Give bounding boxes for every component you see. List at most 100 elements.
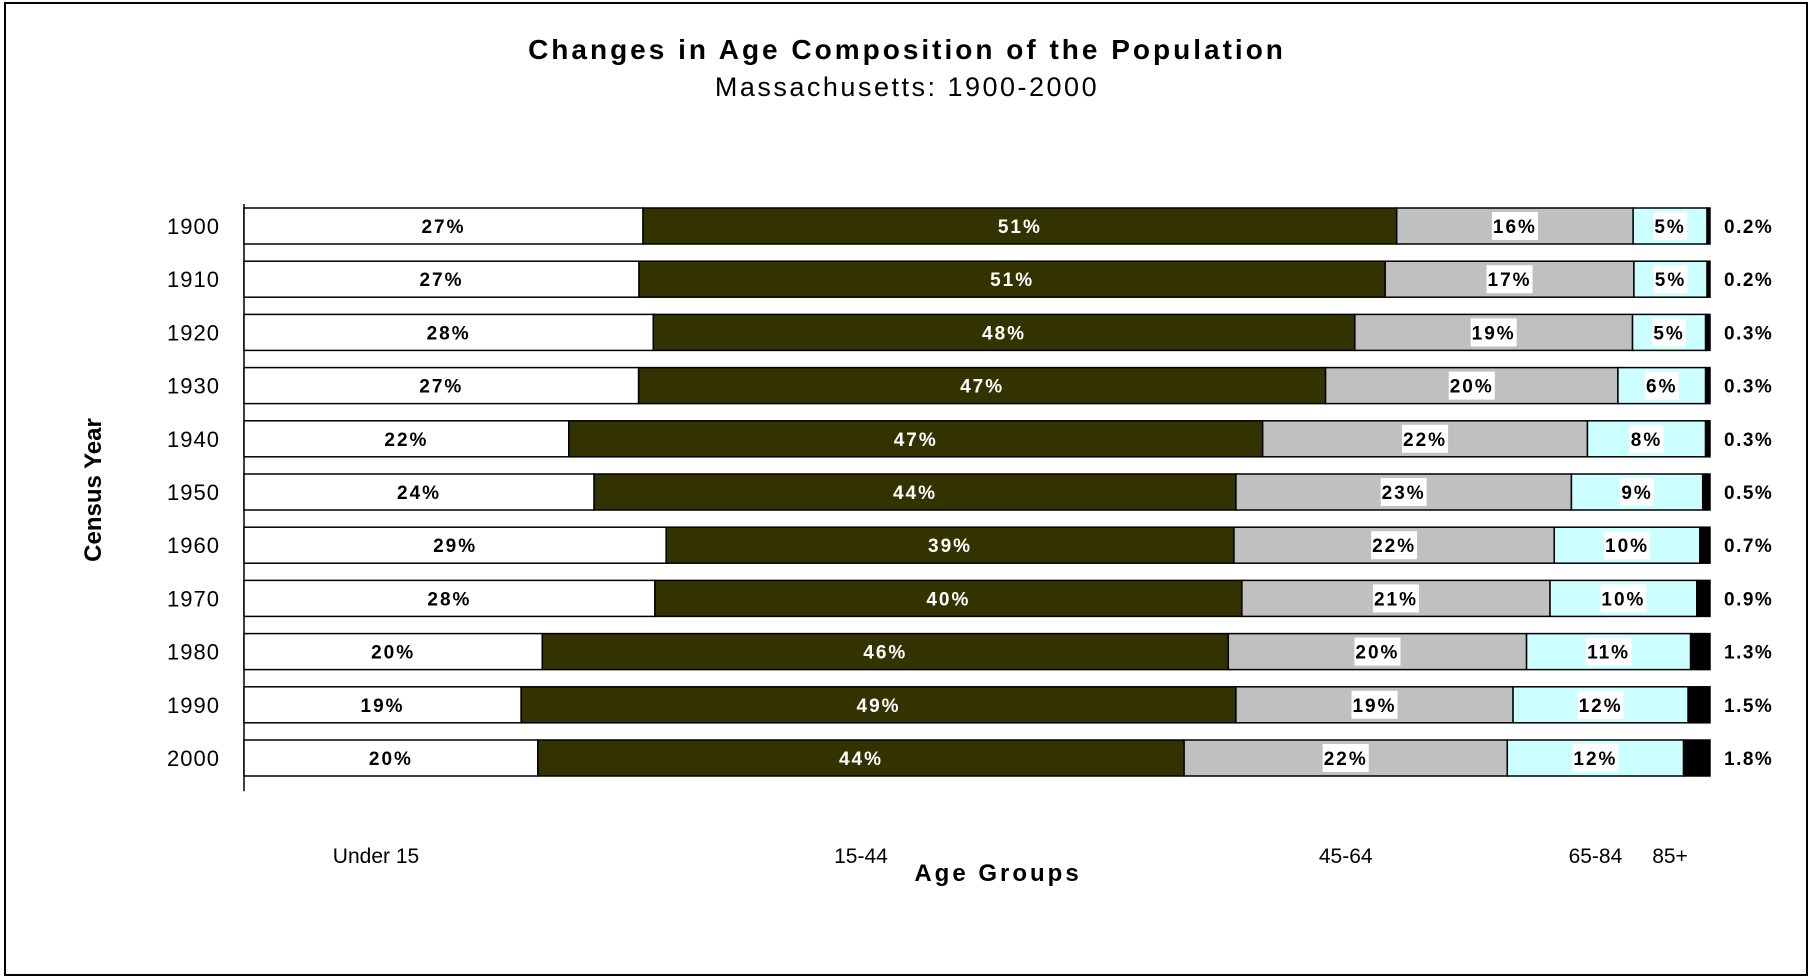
data-label-45-64: 22% <box>1372 536 1416 557</box>
bar-segment-85 <box>1687 686 1711 724</box>
data-label-bg <box>1620 478 1655 506</box>
data-label-15-44: 46% <box>863 643 907 664</box>
data-label-under-15: 19% <box>361 696 405 717</box>
data-label-85: 1.3% <box>1724 643 1773 664</box>
bar-segment-under-15 <box>243 420 570 458</box>
bar-segment-under-15 <box>243 366 640 405</box>
data-label-bg <box>1491 212 1538 240</box>
bar-segment-85 <box>1699 526 1711 564</box>
data-label-65-84: 6% <box>1646 377 1677 398</box>
y-tick-label: 2000 <box>167 746 220 771</box>
data-label-65-84: 12% <box>1579 696 1623 717</box>
data-label-under-15: 27% <box>419 377 463 398</box>
data-label-under-15: 28% <box>427 323 471 344</box>
bar-segment-15-44 <box>593 473 1237 511</box>
data-label-15-44: 48% <box>982 323 1026 344</box>
y-tick-label: 1950 <box>167 480 220 505</box>
data-label-bg <box>1585 637 1632 666</box>
data-label-bg <box>1600 584 1647 613</box>
bar-segment-15-44 <box>638 260 1386 298</box>
data-label-45-64: 22% <box>1403 430 1447 451</box>
data-label-15-44: 44% <box>893 483 937 504</box>
data-label-bg <box>1577 690 1624 719</box>
bar-segment-85 <box>1689 632 1711 671</box>
data-label-under-15: 24% <box>397 483 441 504</box>
bar-segment-under-15 <box>243 526 667 564</box>
data-label-45-64: 21% <box>1374 589 1418 610</box>
data-label-85: 0.2% <box>1724 217 1773 238</box>
bar-row-1930: 1930 27% 47% 20% 6% 0.3% <box>167 366 1773 405</box>
bar-segment-under-15 <box>243 207 644 245</box>
data-label-15-44: 47% <box>894 430 938 451</box>
data-label-15-44: 40% <box>926 589 970 610</box>
data-label-15-44: 49% <box>857 696 901 717</box>
chart-title: Changes in Age Composition of the Popula… <box>528 34 1286 65</box>
data-label-bg <box>1653 265 1688 294</box>
data-label-bg <box>1652 318 1687 347</box>
bar-segment-15-44 <box>568 420 1264 458</box>
bar-row-1950: 1950 24% 44% 23% 9% 0.5% <box>167 473 1772 511</box>
data-label-45-64: 17% <box>1488 270 1532 291</box>
data-label-65-84: 8% <box>1631 430 1662 451</box>
data-label-85: 0.3% <box>1724 323 1773 344</box>
bar-row-2000: 2000 20% 44% 22% 12% 1.8% <box>167 739 1773 777</box>
data-label-bg <box>1380 478 1427 506</box>
data-label-45-64: 20% <box>1450 377 1494 398</box>
y-tick-label: 1970 <box>167 586 220 611</box>
data-label-65-84: 10% <box>1605 536 1649 557</box>
data-label-85: 1.8% <box>1724 749 1773 770</box>
y-tick-label: 1980 <box>167 640 220 665</box>
data-label-bg <box>1354 637 1401 666</box>
data-label-85: 0.3% <box>1724 377 1773 398</box>
data-label-under-15: 20% <box>371 643 415 664</box>
y-tick-label: 1910 <box>167 267 220 292</box>
bar-segment-15-44 <box>654 579 1243 618</box>
data-label-bg <box>1372 584 1419 613</box>
bar-row-1920: 1920 28% 48% 19% 5% 0.3% <box>167 313 1773 352</box>
data-label-bg <box>1351 690 1398 719</box>
data-label-85: 0.9% <box>1724 589 1773 610</box>
data-label-65-84: 5% <box>1654 217 1685 238</box>
bar-segment-under-15 <box>243 686 522 724</box>
bar-row-1940: 1940 22% 47% 22% 8% 0.3% <box>167 420 1772 458</box>
data-label-bg <box>1572 744 1619 772</box>
y-tick-label: 1940 <box>167 427 220 452</box>
data-label-bg <box>1644 371 1679 400</box>
bar-segment-85 <box>1704 313 1711 352</box>
data-label-15-44: 44% <box>839 749 883 770</box>
bar-segment-under-15 <box>243 313 655 352</box>
data-label-bg <box>1653 212 1688 240</box>
data-label-bg <box>1322 744 1369 772</box>
data-label-bg <box>1470 318 1517 347</box>
data-label-85: 1.5% <box>1724 696 1773 717</box>
bar-segment-85 <box>1706 260 1711 298</box>
y-tick-label: 1920 <box>167 320 220 345</box>
data-label-bg <box>1629 424 1664 453</box>
data-label-65-84: 12% <box>1573 749 1617 770</box>
bar-row-1980: 1980 20% 46% 20% 11% 1.3% <box>167 632 1773 671</box>
data-label-45-64: 23% <box>1382 483 1426 504</box>
bar-segment-15-44 <box>541 632 1230 671</box>
data-label-under-15: 27% <box>419 270 463 291</box>
data-label-15-44: 47% <box>960 377 1004 398</box>
data-label-bg <box>1486 265 1533 294</box>
data-label-bg <box>1402 424 1449 453</box>
data-label-45-64: 19% <box>1352 696 1396 717</box>
bar-segment-15-44 <box>642 207 1398 245</box>
data-label-15-44: 39% <box>928 536 972 557</box>
data-label-under-15: 20% <box>369 749 413 770</box>
data-label-65-84: 5% <box>1655 270 1686 291</box>
data-label-45-64: 16% <box>1493 217 1537 238</box>
bar-segment-85 <box>1704 366 1711 405</box>
bar-segment-15-44 <box>520 686 1237 724</box>
bar-row-1960: 1960 29% 39% 22% 10% 0.7% <box>167 526 1772 564</box>
bar-segment-85 <box>1706 207 1711 245</box>
x-axis-label: Age Groups <box>914 860 1082 887</box>
data-label-under-15: 28% <box>427 589 471 610</box>
bar-segment-85 <box>1696 579 1711 618</box>
data-label-15-44: 51% <box>998 217 1042 238</box>
bar-row-1900: 1900 27% 51% 16% 5% 0.2% <box>167 207 1773 245</box>
bar-segment-15-44 <box>637 366 1327 405</box>
y-tick-label: 1930 <box>167 374 220 399</box>
data-label-15-44: 51% <box>990 270 1034 291</box>
